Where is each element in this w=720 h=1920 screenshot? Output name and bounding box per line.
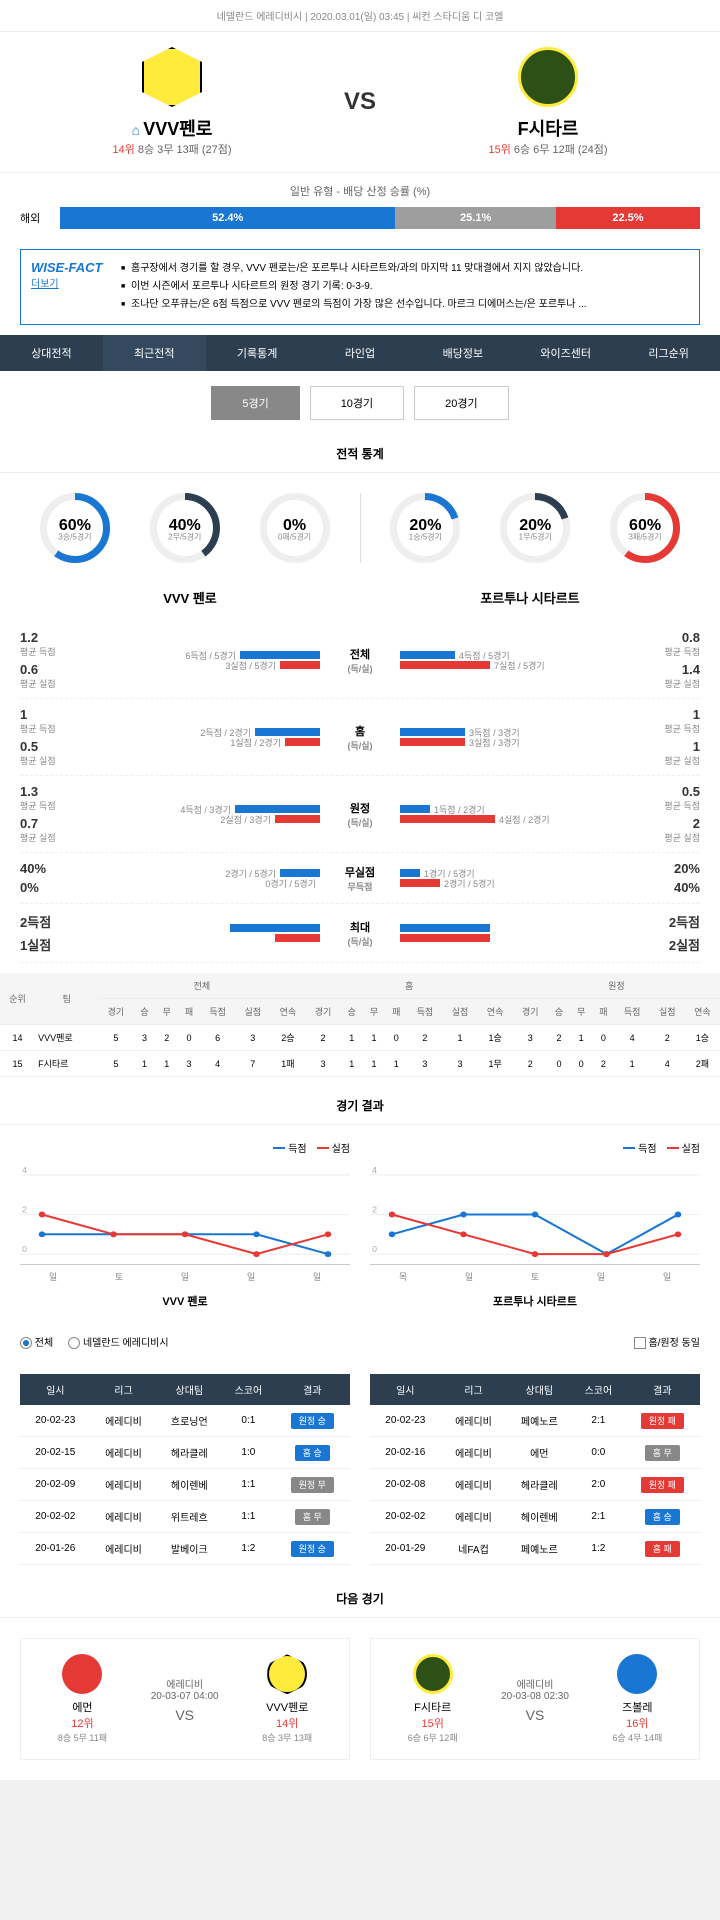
away-team-name: F시타르: [396, 115, 700, 141]
donut-chart: 60%3승/5경기: [40, 493, 110, 563]
odds-label: 해외: [20, 210, 60, 226]
donut-chart: 0%0패/5경기: [260, 493, 330, 563]
vs-label: VS: [324, 88, 396, 116]
filter-all[interactable]: 전체: [20, 1334, 53, 1349]
tab-6[interactable]: 리그순위: [617, 335, 720, 371]
home-team-name: VVV펜로: [143, 119, 212, 139]
svg-text:0: 0: [22, 1245, 27, 1254]
standings-table: 순위팀전체홈원정경기승무패득점실점연속경기승무패득점실점연속경기승무패득점실점연…: [0, 973, 720, 1077]
tab-3[interactable]: 라인업: [309, 335, 412, 371]
svg-text:4: 4: [372, 1165, 377, 1174]
away-logo: [518, 47, 578, 107]
svg-text:0: 0: [372, 1245, 377, 1254]
odds-title: 일반 유형 - 배당 산정 승률 (%): [20, 183, 700, 199]
wisefact-box: WISE-FACT 더보기 홈구장에서 경기를 할 경우, VVV 펜로는/은 …: [20, 249, 700, 325]
donut-chart: 20%1승/5경기: [390, 493, 460, 563]
subtab-1[interactable]: 10경기: [310, 386, 404, 420]
wisefact-more-link[interactable]: 더보기: [31, 275, 121, 290]
tab-4[interactable]: 배당정보: [411, 335, 514, 371]
tab-1[interactable]: 최근전적: [103, 335, 206, 371]
chart-right: 0 2 4: [370, 1165, 700, 1265]
donut-chart: 20%1무/5경기: [500, 493, 570, 563]
next-match-left: 에먼12위8승 5무 11패 에레디비20-03-07 04:00VS VVV펜…: [20, 1638, 350, 1760]
results-section-title: 경기 결과: [0, 1087, 720, 1125]
svg-text:4: 4: [22, 1165, 27, 1174]
stats-section-title: 전적 통계: [0, 435, 720, 473]
results-table-right: 일시리그상대팀스코어결과20-02-23에레디비페예노르2:1원정 패20-02…: [370, 1374, 700, 1565]
odds-bar: 52.4% 25.1% 22.5%: [60, 207, 700, 229]
chart-left: 0 2 4: [20, 1165, 350, 1265]
next-match-right: F시타르15위6승 6무 12패 에레디비20-03-08 02:30VS 즈볼…: [370, 1638, 700, 1760]
next-section-title: 다음 경기: [0, 1580, 720, 1618]
svg-text:2: 2: [22, 1205, 27, 1214]
tab-2[interactable]: 기록통계: [206, 335, 309, 371]
subtab-2[interactable]: 20경기: [414, 386, 508, 420]
tab-0[interactable]: 상대전적: [0, 335, 103, 371]
match-header-info: 네델란드 에레디비시 | 2020.03.01(일) 03:45 | 씨컨 스타…: [0, 0, 720, 32]
home-icon: ⌂: [132, 122, 140, 138]
filter-league[interactable]: 네델란드 에레디비시: [68, 1334, 168, 1349]
donut-chart: 60%3패/5경기: [610, 493, 680, 563]
filter-homeaway[interactable]: 홈/원정 동일: [634, 1334, 700, 1349]
results-table-left: 일시리그상대팀스코어결과20-02-23에레디비흐로닝언0:1원정 승20-02…: [20, 1374, 350, 1565]
match-teams: ⌂ VVV펜로 14위 8승 3무 13패 (27점) VS F시타르 15위 …: [0, 32, 720, 172]
subtab-0[interactable]: 5경기: [211, 386, 299, 420]
svg-text:2: 2: [372, 1205, 377, 1214]
tab-5[interactable]: 와이즈센터: [514, 335, 617, 371]
donut-chart: 40%2무/5경기: [150, 493, 220, 563]
home-logo: [142, 47, 202, 107]
